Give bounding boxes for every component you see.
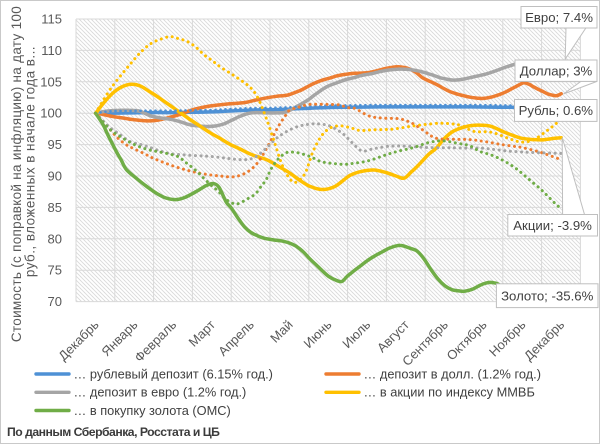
svg-text:70: 70	[48, 294, 62, 309]
svg-text:Стоимость (с поправкой на инф: Стоимость (с поправкой на инфляцию) на д…	[9, 6, 24, 342]
svg-text:115: 115	[41, 12, 62, 27]
svg-text:… в акции по индексу ММВБ: … в акции по индексу ММВБ	[364, 385, 535, 400]
svg-text:105: 105	[40, 74, 62, 89]
svg-text:Евро; 7.4%: Евро; 7.4%	[525, 10, 593, 25]
svg-text:… депозит в евро (1.2% год.): … депозит в евро (1.2% год.)	[74, 385, 247, 400]
svg-text:75: 75	[48, 263, 62, 278]
svg-text:Акции; -3.9%: Акции; -3.9%	[513, 218, 592, 233]
svg-text:руб., вложенных в начале года: руб., вложенных в начале года в...	[23, 46, 38, 277]
svg-text:90: 90	[48, 169, 62, 184]
svg-text:95: 95	[48, 137, 62, 152]
svg-text:110: 110	[41, 43, 62, 58]
svg-text:… рублевый депозит (6.15% год.: … рублевый депозит (6.15% год.)	[74, 366, 273, 381]
svg-text:Рубль; 0.6%: Рубль; 0.6%	[519, 103, 594, 118]
svg-text:… депозит в долл. (1.2% год.): … депозит в долл. (1.2% год.)	[364, 366, 541, 381]
svg-text:Золото; -35.6%: Золото; -35.6%	[501, 288, 594, 303]
svg-text:… в покупку золота (ОМС): … в покупку золота (ОМС)	[74, 403, 231, 418]
svg-text:По данным Сбербанка, Росстата: По данным Сбербанка, Росстата и ЦБ	[7, 425, 220, 439]
svg-text:Доллар; 3%: Доллар; 3%	[520, 63, 593, 78]
svg-text:80: 80	[48, 231, 62, 246]
svg-text:85: 85	[48, 200, 62, 215]
svg-text:100: 100	[40, 106, 62, 121]
